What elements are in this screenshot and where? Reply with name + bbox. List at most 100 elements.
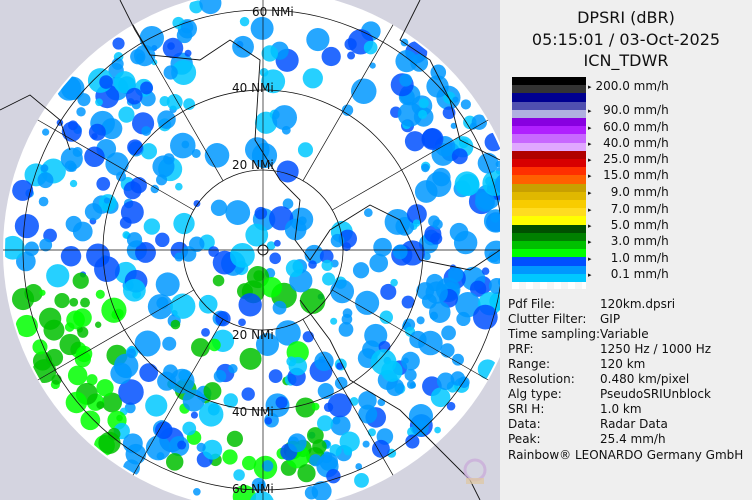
- echo-cell: [59, 333, 81, 356]
- echo-cell: [156, 452, 165, 461]
- product-datetime: 05:15:01 / 03-Oct-2025: [531, 30, 721, 49]
- echo-cell: [449, 222, 469, 242]
- echo-cell: [14, 213, 39, 239]
- echo-cell: [275, 320, 301, 346]
- echo-cell: [395, 216, 415, 236]
- radar-site-icon: [256, 243, 270, 257]
- echo-cell: [175, 182, 183, 191]
- echo-cell: [426, 75, 449, 98]
- echo-cell: [272, 105, 298, 131]
- echo-cell: [446, 401, 456, 411]
- echo-cell: [362, 440, 370, 448]
- echo-cell: [380, 283, 397, 300]
- echo-cell: [75, 345, 93, 363]
- echo-cell: [338, 322, 354, 337]
- info-value: Radar Data: [600, 417, 668, 431]
- echo-cell: [406, 204, 427, 225]
- echo-cell: [321, 46, 341, 67]
- echo-cell: [418, 109, 428, 119]
- legend-color-band: [512, 224, 586, 234]
- echo-cell: [198, 294, 218, 314]
- echo-cell: [358, 391, 377, 410]
- radar-map[interactable]: 60 NMi 40 NMi 20 NMi 20 NMi 40 NMi 60 NM…: [0, 0, 500, 500]
- echo-cell: [139, 363, 159, 382]
- echo-cell: [213, 369, 227, 383]
- legend-color-band: [512, 85, 586, 94]
- echo-cell: [364, 323, 388, 347]
- echo-cell: [261, 45, 279, 62]
- echo-cell: [170, 319, 181, 330]
- echo-cell: [430, 64, 447, 81]
- echo-cell: [228, 363, 238, 374]
- info-key: Peak:: [508, 432, 541, 446]
- echo-cell: [141, 126, 152, 136]
- echo-cell: [167, 42, 175, 50]
- echo-cell: [38, 307, 62, 330]
- legend-color-band: [512, 273, 586, 283]
- echo-cell: [140, 81, 154, 95]
- echo-cell: [377, 398, 386, 407]
- echo-cell: [239, 16, 250, 27]
- legend-color-band: [512, 200, 586, 209]
- echo-cell: [302, 331, 314, 343]
- echo-cell: [68, 120, 78, 131]
- echo-cell: [203, 382, 222, 401]
- echo-cell: [16, 251, 36, 272]
- echo-cell: [80, 297, 90, 308]
- echo-cell: [180, 20, 194, 34]
- echo-cell: [428, 215, 440, 228]
- legend-color-band: [512, 216, 586, 226]
- info-key: PRF:: [508, 342, 534, 356]
- echo-cell: [201, 327, 210, 337]
- echo-cell: [460, 99, 471, 110]
- info-panel: DPSRI (dBR) 05:15:01 / 03-Oct-2025 ICN_T…: [463, 0, 752, 500]
- echo-cell: [355, 463, 363, 470]
- echo-cell: [204, 143, 230, 168]
- azimuth-line: [332, 289, 489, 381]
- echo-cell: [251, 477, 266, 492]
- legend-color-band: [512, 232, 586, 242]
- info-value: 1250 Hz / 1000 Hz: [600, 342, 712, 356]
- echo-cell: [308, 260, 317, 269]
- echo-cell: [250, 16, 274, 40]
- echo-cell: [481, 267, 490, 275]
- echo-cell: [96, 177, 111, 191]
- echo-cell: [341, 242, 351, 252]
- info-row: Alg type: PseudoSRIUnblock: [508, 387, 711, 401]
- echo-cell: [130, 177, 147, 194]
- legend-label: 60.0 mm/h: [588, 120, 669, 134]
- legend-color-band: [512, 109, 586, 119]
- echo-cell: [352, 262, 370, 279]
- echo-cell: [169, 368, 195, 394]
- echo-cell: [147, 294, 173, 320]
- echo-cell: [113, 71, 136, 94]
- info-value: 0.480 km/pixel: [600, 372, 690, 386]
- echo-cell: [261, 69, 286, 94]
- echo-cell: [327, 393, 352, 418]
- info-row: Range: 120 km: [508, 357, 645, 371]
- legend-color-band: [512, 191, 586, 201]
- echo-cell: [127, 139, 143, 156]
- echo-cell: [94, 256, 120, 282]
- rainbow-logo-icon: [463, 458, 487, 484]
- echo-cell: [434, 426, 441, 434]
- echo-cell: [447, 266, 464, 283]
- echo-cell: [392, 244, 408, 260]
- legend-color-band: [512, 134, 586, 144]
- echo-cell: [103, 197, 110, 204]
- info-row: SRI H: 1.0 km: [508, 402, 642, 416]
- echo-cell: [215, 311, 231, 327]
- legend-label: 200.0 mm/h: [588, 79, 669, 93]
- echo-cell: [268, 369, 283, 383]
- echo-cell: [317, 382, 334, 400]
- ring-label-top-60: 60 NMi: [252, 5, 294, 19]
- echo-cell: [95, 98, 103, 107]
- echo-cell: [69, 179, 78, 188]
- echo-cell: [416, 316, 425, 325]
- echo-cell: [118, 379, 144, 405]
- echo-cell: [330, 233, 345, 248]
- footer-credit: Rainbow® LEONARDO Germany GmbH: [508, 448, 744, 462]
- echo-cell: [140, 143, 158, 160]
- echo-cell: [275, 396, 288, 409]
- echo-cell: [67, 365, 88, 386]
